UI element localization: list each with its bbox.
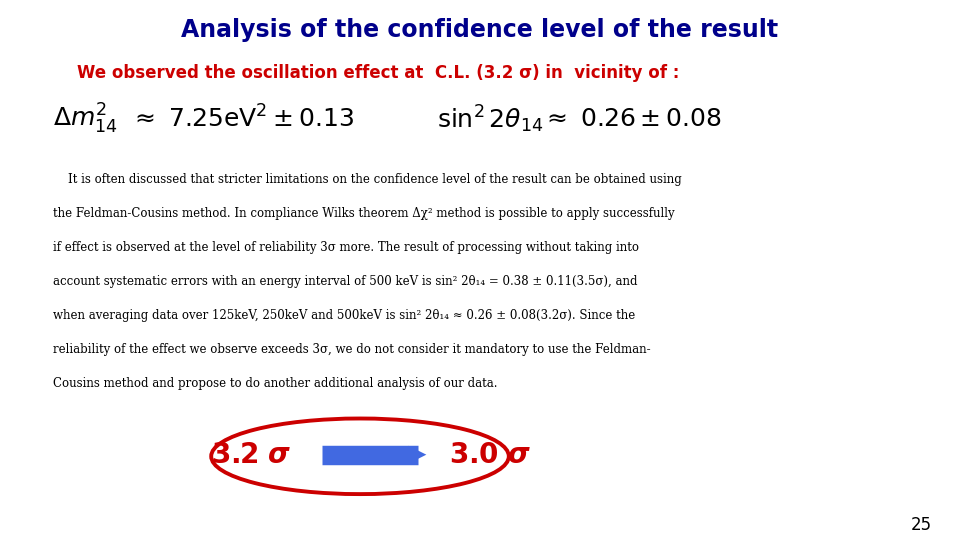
Text: Analysis of the confidence level of the result: Analysis of the confidence level of the …: [181, 18, 779, 42]
Text: $\sin^2 2\theta_{14}$: $\sin^2 2\theta_{14}$: [437, 103, 543, 134]
Text: $\approx\ 7.25\mathrm{eV}^2 \pm 0.13$: $\approx\ 7.25\mathrm{eV}^2 \pm 0.13$: [130, 105, 353, 132]
Text: Cousins method and propose to do another additional analysis of our data.: Cousins method and propose to do another…: [53, 377, 497, 390]
Text: We observed the oscillation effect at  C.L. (3.2 σ) in  vicinity of :: We observed the oscillation effect at C.…: [77, 64, 679, 82]
Text: $\mathbf{3.2}\ \boldsymbol{\sigma}$: $\mathbf{3.2}\ \boldsymbol{\sigma}$: [211, 441, 292, 469]
Text: when averaging data over 125keV, 250keV and 500keV is sin² 2θ₁₄ ≈ 0.26 ± 0.08(3.: when averaging data over 125keV, 250keV …: [53, 309, 636, 322]
Text: It is often discussed that stricter limitations on the confidence level of the r: It is often discussed that stricter limi…: [53, 173, 682, 186]
Text: $\approx\ 0.26 \pm 0.08$: $\approx\ 0.26 \pm 0.08$: [542, 107, 722, 131]
Text: the Feldman-Cousins method. In compliance Wilks theorem Δχ² method is possible t: the Feldman-Cousins method. In complianc…: [53, 207, 675, 220]
Text: $\mathbf{3.0}\ \boldsymbol{\sigma}$: $\mathbf{3.0}\ \boldsymbol{\sigma}$: [448, 441, 531, 469]
Text: 25: 25: [911, 516, 932, 534]
Text: if effect is observed at the level of reliability 3σ more. The result of process: if effect is observed at the level of re…: [53, 241, 638, 254]
Text: reliability of the effect we observe exceeds 3σ, we do not consider it mandatory: reliability of the effect we observe exc…: [53, 343, 651, 356]
Text: $\Delta m^2_{14}$: $\Delta m^2_{14}$: [53, 102, 117, 136]
Text: account systematic errors with an energy interval of 500 keV is sin² 2θ₁₄ = 0.38: account systematic errors with an energy…: [53, 275, 637, 288]
